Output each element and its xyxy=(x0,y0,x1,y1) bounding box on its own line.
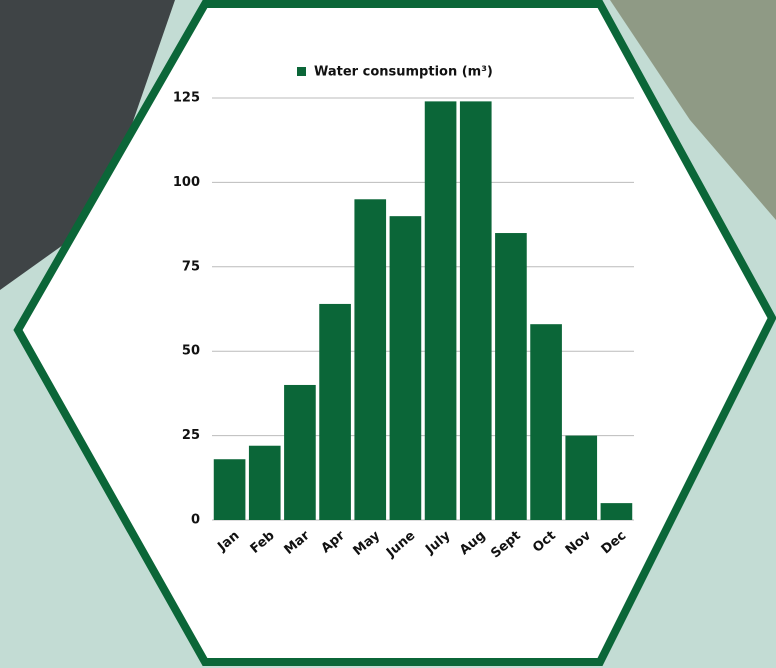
bar xyxy=(213,459,246,520)
bar xyxy=(600,503,633,520)
photo-left xyxy=(0,0,175,290)
bar xyxy=(389,216,422,520)
bar xyxy=(565,435,598,520)
bar xyxy=(248,445,281,520)
bar xyxy=(284,384,316,520)
photo-right xyxy=(610,0,776,220)
bar xyxy=(424,101,457,520)
legend-label: Water consumption (m³) xyxy=(314,65,493,80)
legend-swatch xyxy=(297,67,306,76)
bar xyxy=(354,199,387,520)
bar xyxy=(530,324,562,520)
y-tick-label: 100 xyxy=(173,175,200,190)
bar xyxy=(495,233,527,521)
y-tick-label: 125 xyxy=(173,91,200,106)
y-tick-label: 25 xyxy=(182,428,200,443)
y-tick-label: 0 xyxy=(191,513,200,528)
bar xyxy=(459,101,492,520)
y-tick-label: 75 xyxy=(182,259,200,274)
bar xyxy=(319,303,351,520)
y-tick-label: 50 xyxy=(182,344,200,359)
